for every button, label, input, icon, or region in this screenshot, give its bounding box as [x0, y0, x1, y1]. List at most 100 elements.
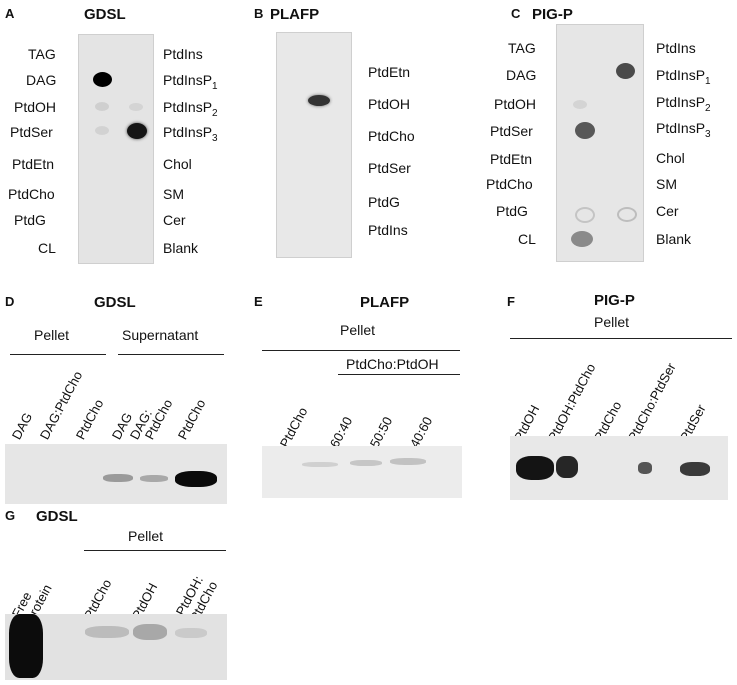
panel-b-label: PtdCho	[368, 128, 415, 144]
panel-f-blot	[510, 436, 728, 500]
panel-c-left-label: DAG	[506, 67, 537, 83]
panel-g-blot	[5, 614, 227, 680]
panel-c-membrane	[556, 24, 644, 262]
panel-b-label: PtdIns	[368, 222, 408, 238]
panel-d-title: GDSL	[94, 294, 136, 311]
panel-f-group: Pellet	[594, 314, 630, 330]
panel-a-membrane	[78, 34, 154, 264]
panel-c-left-label: CL	[518, 231, 536, 247]
panel-c-title: PIG-P	[532, 6, 573, 23]
panel-a-left-label: PtdEtn	[12, 156, 55, 172]
panel-c-spot-ptdser	[575, 122, 595, 139]
panel-b-label: PtdG	[368, 194, 400, 210]
panel-d-lane-label: PtdCho	[72, 396, 107, 442]
panel-e-blot	[262, 446, 462, 498]
panel-a-title: GDSL	[84, 6, 126, 23]
panel-f-band	[638, 462, 652, 474]
panel-e-title: PLAFP	[360, 294, 410, 311]
panel-g-band	[133, 624, 167, 640]
panel-e-band	[302, 462, 338, 467]
panel-a-left-label: TAG	[28, 46, 56, 62]
panel-c-spot-cl	[571, 231, 593, 247]
panel-f-lane-label: PtdOH:PtdCho	[544, 361, 599, 444]
panel-c-left-label: PtdSer	[490, 123, 533, 139]
panel-b-label: PtdEtn	[368, 64, 411, 80]
panel-b-spot-ptdoh	[308, 95, 330, 106]
panel-a-left-label: PtdG	[14, 212, 46, 228]
panel-g-band	[85, 626, 129, 638]
panel-c-right-label: PtdInsP1	[656, 67, 711, 87]
panel-c-spot-ptdinsp1	[616, 63, 635, 79]
panel-g-title: GDSL	[36, 508, 78, 525]
panel-d-pellet-line	[10, 354, 106, 355]
panel-c-left-label: TAG	[508, 40, 536, 56]
panel-c-right-label: PtdInsP2	[656, 94, 711, 114]
panel-e-lane-label: 40:60	[406, 414, 436, 450]
panel-b-label: PtdOH	[368, 96, 411, 112]
panel-a-spot-ptdinsp2	[129, 103, 143, 111]
panel-f-pellet-line	[510, 338, 732, 339]
panel-d-band	[140, 475, 168, 482]
panel-b-title: PLAFP	[270, 6, 320, 23]
panel-c-spot-ptdg	[575, 207, 595, 223]
panel-d-group-supernatant: Supernatant	[122, 327, 199, 343]
panel-c-right-label: PtdIns	[656, 40, 696, 56]
panel-a-spot-ptdoh	[95, 102, 109, 111]
panel-e-band	[350, 460, 382, 466]
panel-a-left-label: PtdCho	[8, 186, 55, 202]
panel-e-lane-label: 60:40	[326, 414, 356, 450]
panel-c-right-label: Chol	[656, 150, 685, 166]
panel-f-lane-label: PtdCho:PtdSer	[624, 360, 679, 444]
panel-a-left-label: PtdOH	[14, 99, 57, 115]
panel-a-right-label: PtdInsP2	[163, 99, 218, 119]
panel-c-left-label: PtdOH	[494, 96, 537, 112]
panel-d-blot	[5, 444, 227, 504]
panel-a-spot-ptdser	[95, 126, 109, 135]
panel-e-group: Pellet	[340, 322, 376, 338]
panel-f-title: PIG-P	[594, 292, 635, 309]
panel-f-letter: F	[507, 294, 515, 309]
panel-b-membrane	[276, 32, 352, 258]
panel-d-supernatant-line	[118, 354, 224, 355]
panel-c-right-label: PtdInsP3	[656, 120, 711, 140]
panel-f-band	[556, 456, 578, 478]
panel-f-band	[680, 462, 710, 476]
panel-d-band	[103, 474, 133, 482]
panel-e-subgroup-line	[338, 374, 460, 375]
panel-a-right-label: Blank	[163, 240, 199, 256]
panel-a-right-label: PtdIns	[163, 46, 203, 62]
panel-c-right-label: SM	[656, 176, 677, 192]
panel-e-lane-label: 50:50	[366, 414, 396, 450]
panel-a-spot-ptdinsp3	[127, 123, 147, 139]
panel-e-letter: E	[254, 294, 263, 309]
panel-g-group: Pellet	[128, 528, 164, 544]
panel-e-subgroup: PtdCho:PtdOH	[346, 356, 439, 372]
panel-g-band	[175, 628, 207, 638]
panel-d-band	[175, 471, 217, 487]
panel-a-left-label: DAG	[26, 72, 57, 88]
panel-e-lane-label: PtdCho	[276, 404, 311, 450]
panel-c-left-label: PtdEtn	[490, 151, 533, 167]
panel-g-letter: G	[5, 508, 16, 523]
panel-a-letter: A	[5, 6, 15, 21]
panel-e-pellet-line	[262, 350, 460, 351]
panel-c-right-label: Blank	[656, 231, 692, 247]
panel-a-left-label: CL	[38, 240, 56, 256]
panel-c-right-label: Cer	[656, 203, 679, 219]
panel-a-right-label: Chol	[163, 156, 192, 172]
panel-c-spot-cer	[617, 207, 637, 222]
panel-e-band	[390, 458, 426, 465]
panel-a-right-label: Cer	[163, 212, 186, 228]
panel-a-left-label: PtdSer	[10, 124, 53, 140]
panel-b-label: PtdSer	[368, 160, 411, 176]
panel-b-letter: B	[254, 6, 264, 21]
panel-d-letter: D	[5, 294, 15, 309]
panel-c-spot-ptdoh	[573, 100, 587, 109]
panel-f-band	[516, 456, 554, 480]
panel-a-right-label: PtdInsP1	[163, 72, 218, 92]
panel-c-left-label: PtdCho	[486, 176, 533, 192]
panel-a-right-label: PtdInsP3	[163, 124, 218, 144]
panel-d-lane-label: DAG	[8, 410, 36, 442]
panel-c-left-label: PtdG	[496, 203, 528, 219]
panel-g-pellet-line	[84, 550, 226, 551]
